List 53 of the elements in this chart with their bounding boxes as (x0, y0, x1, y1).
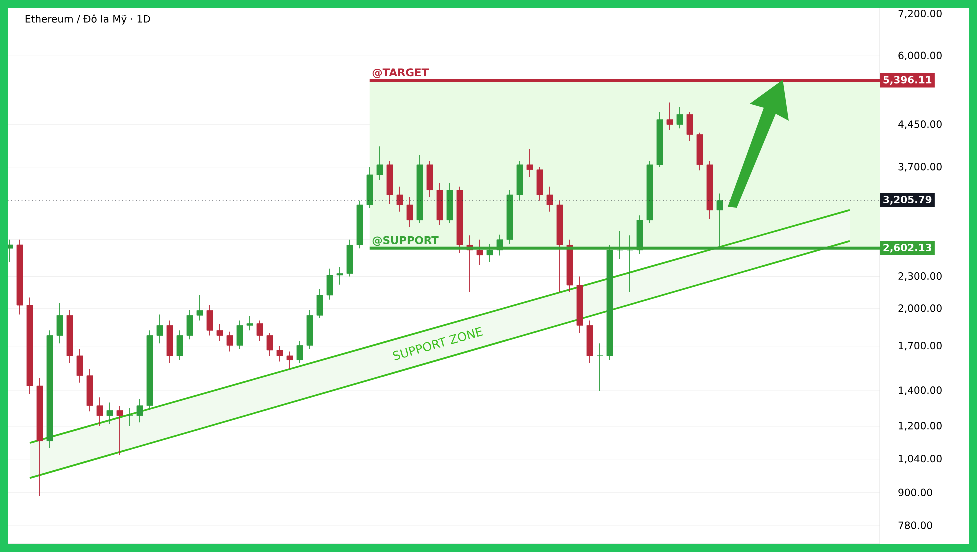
y-tick-label: 2,300.00 (898, 272, 942, 282)
candlestick (396, 186, 404, 212)
ref-line-label: @TARGET (372, 68, 429, 78)
candlestick (276, 346, 284, 362)
candlestick (226, 331, 234, 352)
candlestick (666, 102, 674, 131)
y-tick-label: 7,200.00 (898, 10, 942, 19)
candlestick (196, 295, 204, 322)
y-tick-label: 900.00 (898, 488, 932, 496)
y-tick-label: 6,000.00 (898, 52, 942, 61)
candlestick (546, 186, 554, 212)
text: 3,205.79 (884, 196, 932, 205)
candlestick (216, 324, 224, 342)
text: Ethereum / Đô la Mỹ · 1D (26, 14, 150, 25)
candlestick (106, 402, 114, 425)
candlestick (376, 146, 384, 181)
y-tick-label: 1,200.00 (899, 422, 942, 431)
candlestick (136, 398, 144, 424)
candlestick (476, 239, 484, 266)
y-tick-label: 4,450.00 (898, 120, 942, 130)
candlestick (236, 320, 244, 350)
candlestick (686, 112, 694, 142)
candlestick (336, 266, 344, 286)
candlestick (6, 239, 14, 263)
candlestick (266, 332, 274, 356)
candlestick (596, 343, 604, 392)
candlestick (76, 348, 84, 384)
candlestick (156, 314, 164, 344)
candlestick (316, 288, 324, 319)
candlestick (296, 340, 304, 364)
text: 5,396.11 (884, 76, 932, 86)
y-tick-label: 1,700.00 (899, 342, 942, 351)
candlestick (526, 149, 534, 178)
y-tick-label: 1,040.00 (899, 455, 942, 464)
ref-line-label: @SUPPORT (372, 236, 439, 246)
candlestick (56, 302, 64, 344)
candlestick (96, 397, 104, 427)
candlestick (126, 408, 134, 427)
y-tick-label: 2,000.00 (898, 304, 942, 314)
candlestick (176, 330, 184, 361)
candlestick (326, 268, 334, 300)
y-tick-label: 1,400.00 (899, 386, 942, 396)
candlestick (246, 316, 254, 332)
candlestick (186, 310, 194, 340)
candlestick (206, 305, 214, 336)
candlestick (676, 107, 684, 130)
candlestick (116, 406, 124, 456)
text: 2,602.13 (884, 244, 932, 253)
candlestick (286, 351, 294, 370)
candlestick (256, 320, 264, 342)
y-tick-label: 780.00 (898, 522, 932, 530)
y-tick-label: 3,700.00 (898, 163, 942, 172)
candlestick (406, 196, 414, 228)
